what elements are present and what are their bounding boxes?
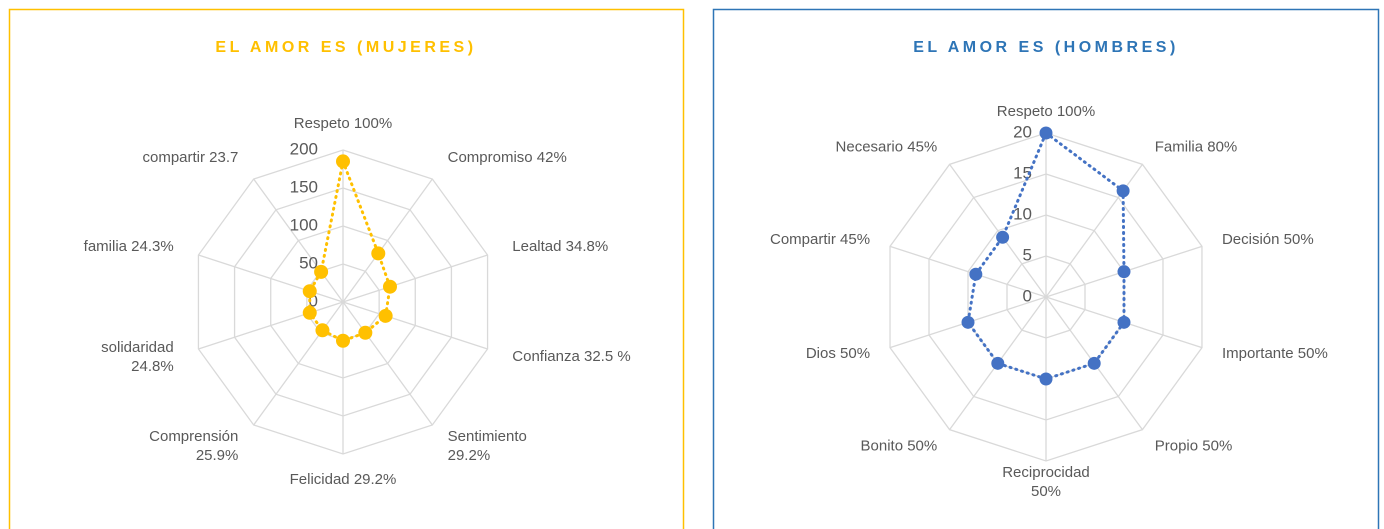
panel-border (8, 8, 685, 529)
category-label: Comprensión 25.9% (149, 428, 238, 464)
data-point (996, 230, 1010, 244)
grid-ring (233, 187, 453, 417)
category-label: Confianza 32.5 % (512, 348, 630, 365)
category-label: Respeto 100% (294, 115, 392, 132)
data-point (969, 267, 983, 281)
panel-border (712, 8, 1380, 529)
chart-title: EL AMOR ES (HOMBRES) (913, 39, 1179, 56)
category-label: Familia 80% (1155, 138, 1238, 155)
tick-label: 200 (290, 139, 318, 158)
category-label: Necesario 45% (836, 138, 938, 155)
data-point (302, 305, 317, 320)
data-point (314, 264, 329, 279)
data-point (1039, 372, 1053, 386)
tick-label: 50 (299, 253, 318, 272)
data-point (315, 323, 330, 338)
category-label: Propio 50% (1155, 438, 1233, 455)
grid-ring (270, 225, 416, 379)
grid-ring (889, 132, 1203, 462)
data-point (1039, 126, 1053, 140)
tick-label: 0 (1023, 286, 1032, 305)
data-point (378, 308, 393, 323)
tick-label: 20 (1013, 122, 1032, 141)
tick-label: 10 (1013, 204, 1032, 223)
category-label: Importante 50% (1222, 345, 1328, 362)
data-point (1087, 356, 1101, 370)
data-point (371, 246, 386, 261)
category-label: solidaridad 24.8% (101, 339, 174, 375)
data-point (961, 315, 975, 329)
category-label: Bonito 50% (861, 438, 938, 455)
data-point (302, 284, 317, 299)
data-point (382, 279, 397, 294)
category-label: compartir 23.7 (142, 149, 238, 166)
grid-ring (1006, 255, 1086, 339)
category-label: Felicidad 29.2% (290, 471, 397, 488)
data-point (336, 333, 350, 348)
data-point (358, 325, 373, 340)
chart-title: EL AMOR ES (MUJERES) (215, 39, 476, 56)
data-point (1116, 184, 1130, 198)
category-label: Dios 50% (806, 345, 870, 362)
grid-ring (928, 173, 1164, 421)
category-label: Reciprocidad 50% (1002, 464, 1090, 500)
data-point (1117, 315, 1131, 329)
grid-ring (197, 149, 489, 455)
series-line (308, 156, 392, 343)
category-label: Respeto 100% (997, 103, 1095, 120)
category-label: Compartir 45% (770, 231, 870, 248)
data-point (336, 154, 350, 169)
data-point (1117, 265, 1131, 279)
tick-label: 150 (290, 177, 318, 196)
category-label: Sentimiento 29.2% (448, 428, 527, 464)
category-label: Lealtad 34.8% (512, 238, 608, 255)
data-point (991, 356, 1005, 370)
tick-label: 0 (309, 291, 318, 310)
category-label: Decisión 50% (1222, 231, 1314, 248)
category-label: Compromiso 42% (448, 149, 567, 166)
tick-label: 5 (1023, 245, 1032, 264)
category-label: familia 24.3% (84, 238, 174, 255)
tick-label: 100 (290, 215, 318, 234)
